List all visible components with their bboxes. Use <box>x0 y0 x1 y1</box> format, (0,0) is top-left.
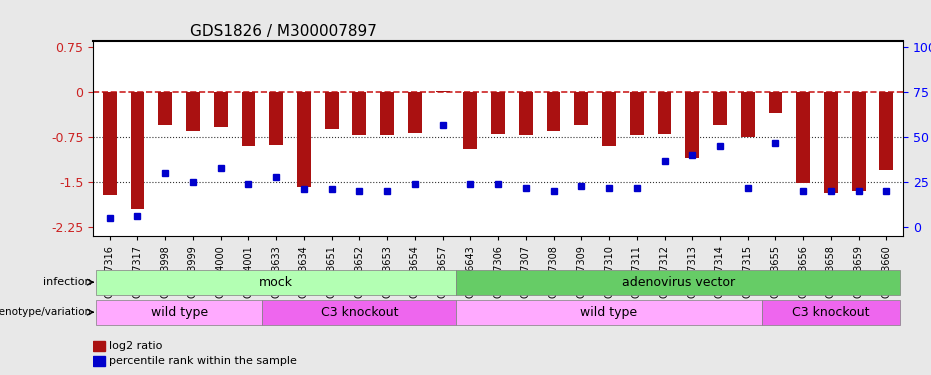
Text: adenovirus vector: adenovirus vector <box>622 276 735 289</box>
FancyBboxPatch shape <box>762 300 900 325</box>
Bar <box>824 92 838 193</box>
Bar <box>353 92 366 135</box>
Bar <box>93 340 104 351</box>
FancyBboxPatch shape <box>456 270 900 295</box>
Bar <box>408 92 422 133</box>
FancyBboxPatch shape <box>263 300 456 325</box>
Bar <box>130 92 144 209</box>
Text: C3 knockout: C3 knockout <box>792 306 870 319</box>
Bar <box>464 92 478 149</box>
Bar <box>492 92 505 134</box>
FancyBboxPatch shape <box>456 300 762 325</box>
Text: mock: mock <box>259 276 293 289</box>
Bar <box>102 92 116 195</box>
Bar <box>574 92 588 125</box>
Bar <box>519 92 533 135</box>
Bar <box>768 92 782 113</box>
Bar <box>297 92 311 187</box>
Text: wild type: wild type <box>151 306 208 319</box>
Text: infection: infection <box>43 277 92 287</box>
Bar <box>630 92 643 135</box>
Text: genotype/variation: genotype/variation <box>0 307 92 317</box>
Bar <box>546 92 560 131</box>
Bar <box>852 92 866 191</box>
Text: C3 knockout: C3 knockout <box>320 306 398 319</box>
Bar <box>214 92 228 127</box>
Bar <box>713 92 727 125</box>
Text: wild type: wild type <box>580 306 638 319</box>
Bar <box>796 92 810 183</box>
Bar <box>741 92 755 137</box>
Bar <box>657 92 671 134</box>
Bar <box>436 91 450 92</box>
Bar <box>241 92 255 146</box>
Bar <box>269 92 283 145</box>
Bar <box>325 92 339 129</box>
FancyBboxPatch shape <box>96 270 456 295</box>
Bar <box>158 92 172 125</box>
Text: percentile rank within the sample: percentile rank within the sample <box>110 356 297 366</box>
Bar <box>186 92 200 131</box>
Text: GDS1826 / M300007897: GDS1826 / M300007897 <box>190 24 377 39</box>
Text: log2 ratio: log2 ratio <box>110 341 163 351</box>
FancyBboxPatch shape <box>96 300 263 325</box>
Bar <box>880 92 894 170</box>
Bar <box>93 356 104 366</box>
Bar <box>602 92 616 146</box>
Bar <box>380 92 394 135</box>
Bar <box>685 92 699 158</box>
